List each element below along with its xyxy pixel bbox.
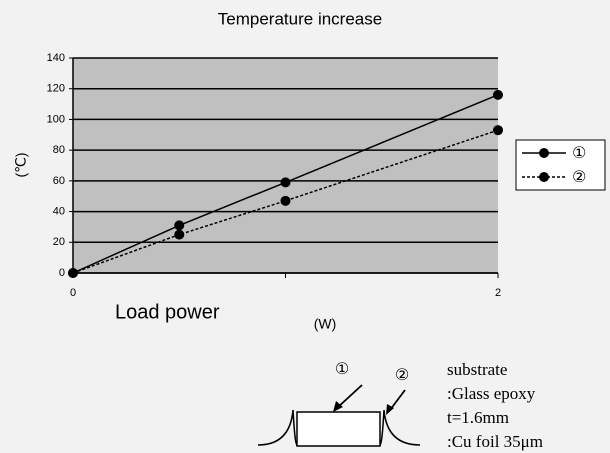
y-tick-label: 140	[47, 52, 65, 64]
diagram-label: ②	[395, 367, 409, 384]
diagram-note: substrate	[447, 360, 507, 379]
plot-area	[73, 58, 498, 273]
x-axis-unit: (W)	[314, 316, 337, 332]
legend-label: ①	[572, 145, 586, 162]
y-tick-label: 20	[53, 236, 65, 248]
y-tick-label: 0	[59, 267, 65, 279]
x-axis-label: Load power	[115, 301, 220, 323]
arrow-2	[389, 389, 406, 411]
data-point	[280, 177, 291, 188]
diagram-note: :Glass epoxy	[447, 384, 536, 403]
arrow-head-2	[386, 404, 394, 415]
x-tick-label: 2	[495, 287, 501, 299]
legend-marker	[539, 172, 549, 182]
series-line	[72, 94, 499, 274]
legend-box	[515, 139, 606, 191]
data-point	[493, 89, 503, 100]
fillet-left	[257, 409, 298, 446]
y-tick-label: 100	[47, 113, 65, 125]
y-tick-label: 120	[47, 83, 65, 95]
data-point	[493, 125, 503, 136]
diagram-note: :Cu foil 35μm	[447, 432, 543, 451]
legend-marker	[539, 148, 549, 158]
fillet-right	[379, 409, 421, 446]
x-tick-label: 0	[70, 287, 76, 299]
y-tick-label: 60	[53, 175, 65, 187]
arrow-1	[336, 384, 363, 409]
legend-label: ②	[572, 169, 586, 186]
data-point	[174, 220, 185, 231]
y-tick-label: 40	[53, 205, 65, 217]
diagram-note: t=1.6mm	[447, 408, 509, 427]
series-line	[72, 129, 499, 274]
diagram-label: ①	[335, 361, 349, 378]
data-point	[280, 195, 291, 206]
data-point	[174, 229, 185, 240]
copper-foil	[296, 411, 381, 447]
chart-title: Temperature increase	[218, 9, 382, 28]
y-axis-label: (℃)	[13, 152, 29, 177]
arrow-head-1	[333, 401, 343, 412]
y-tick-label: 80	[53, 144, 65, 156]
substrate-diagram: ① ② substrate :Glass epoxy t=1.6mm :Cu f…	[257, 360, 543, 451]
